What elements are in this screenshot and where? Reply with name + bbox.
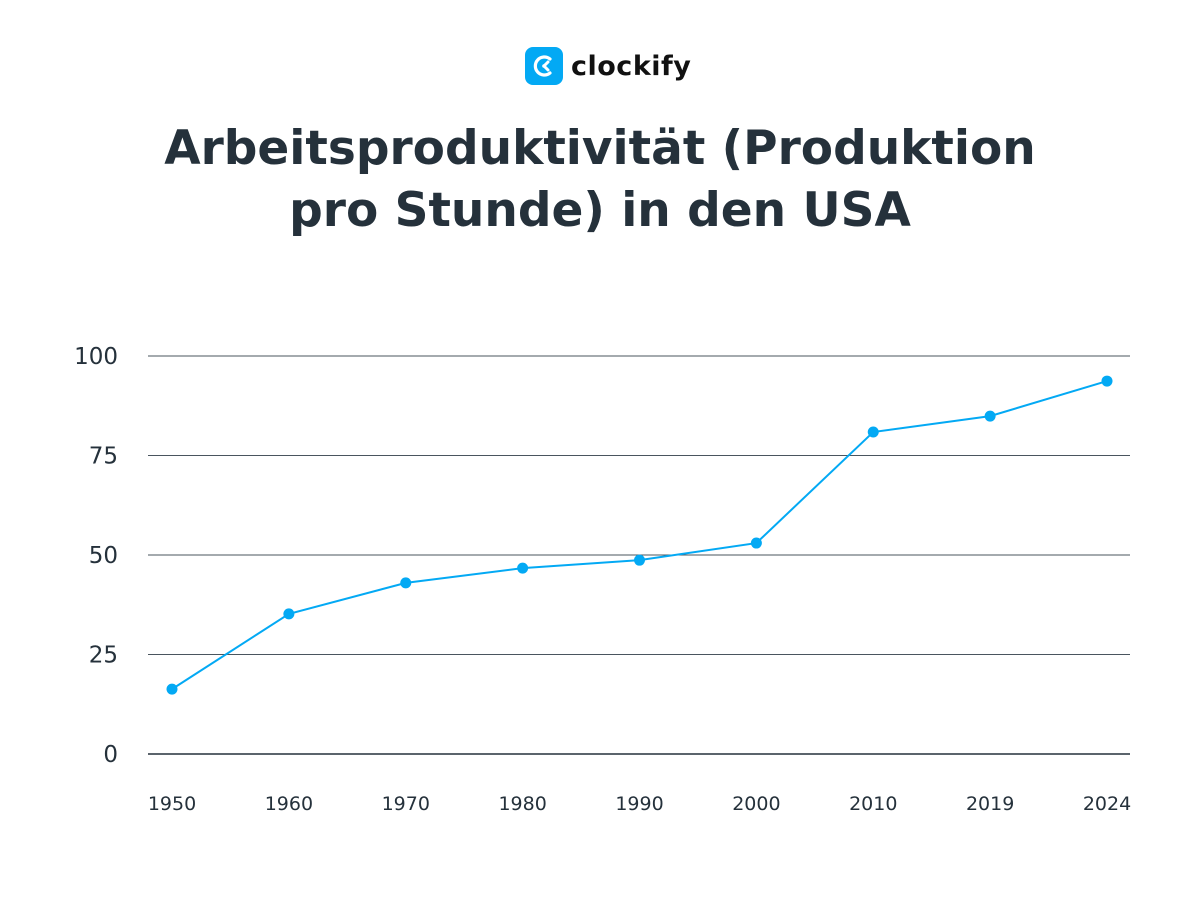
y-tick-label: 0	[103, 742, 118, 768]
clockify-logo: clockify	[525, 47, 691, 85]
clockify-logo-text: clockify	[571, 50, 692, 82]
data-point	[984, 410, 996, 422]
x-tick-label: 2000	[732, 793, 780, 815]
x-tick-label: 1950	[148, 793, 196, 815]
y-tick-label: 75	[89, 444, 118, 470]
series-line	[171, 380, 1108, 690]
x-tick-label: 2024	[1083, 793, 1131, 815]
data-point	[867, 426, 879, 438]
data-point	[166, 683, 178, 695]
y-tick-label: 100	[74, 344, 118, 370]
data-point	[634, 554, 645, 566]
data-point	[517, 562, 529, 574]
x-tick-label: 1970	[382, 793, 430, 815]
x-tick-label: 2019	[966, 793, 1014, 815]
x-tick-label: 1960	[265, 793, 313, 815]
chart-title-line-2: pro Stunde) in den USA	[289, 183, 911, 238]
data-point	[750, 537, 762, 549]
data-point	[400, 577, 412, 589]
data-point	[283, 608, 295, 620]
x-tick-label: 1980	[498, 793, 546, 815]
x-tick-label: 2010	[849, 793, 897, 815]
data-point	[1101, 375, 1113, 387]
chart-title-line-1: Arbeitsproduktivität (Produktion	[164, 121, 1036, 176]
chart-title: Arbeitsproduktivität (Produktion pro Stu…	[0, 118, 1200, 242]
clockify-logo-icon	[525, 47, 563, 85]
y-tick-label: 25	[89, 643, 118, 669]
x-tick-label: 1990	[615, 793, 663, 815]
y-tick-label: 50	[89, 543, 118, 569]
